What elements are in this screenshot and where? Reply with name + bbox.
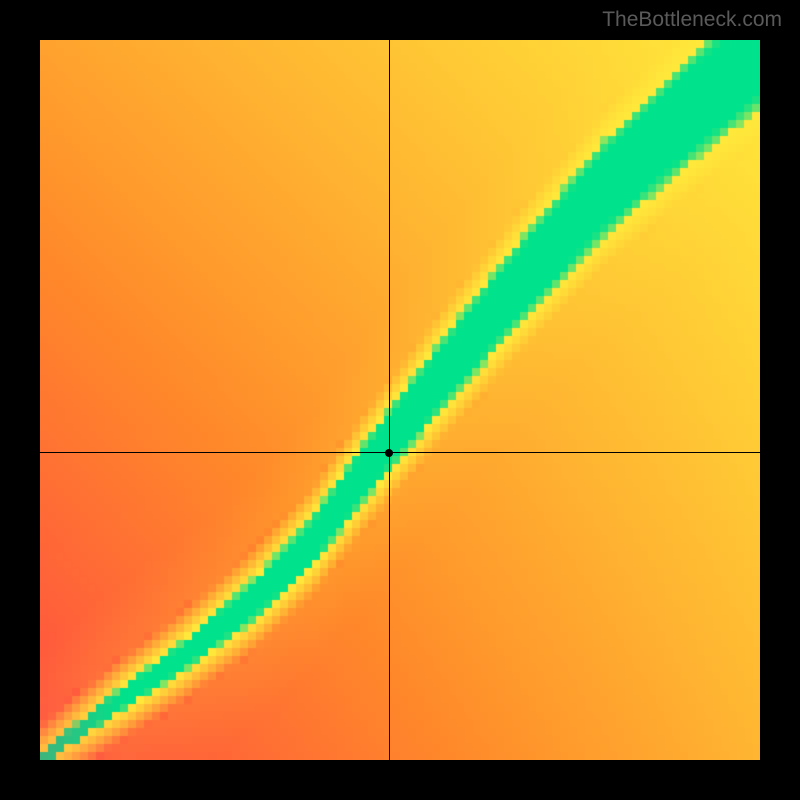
heatmap-canvas <box>40 40 760 760</box>
watermark-text: TheBottleneck.com <box>602 8 782 32</box>
crosshair-marker <box>385 449 393 457</box>
heatmap-plot <box>40 40 760 760</box>
crosshair-horizontal <box>40 452 760 453</box>
crosshair-vertical <box>389 40 390 760</box>
chart-container: TheBottleneck.com <box>0 0 800 800</box>
